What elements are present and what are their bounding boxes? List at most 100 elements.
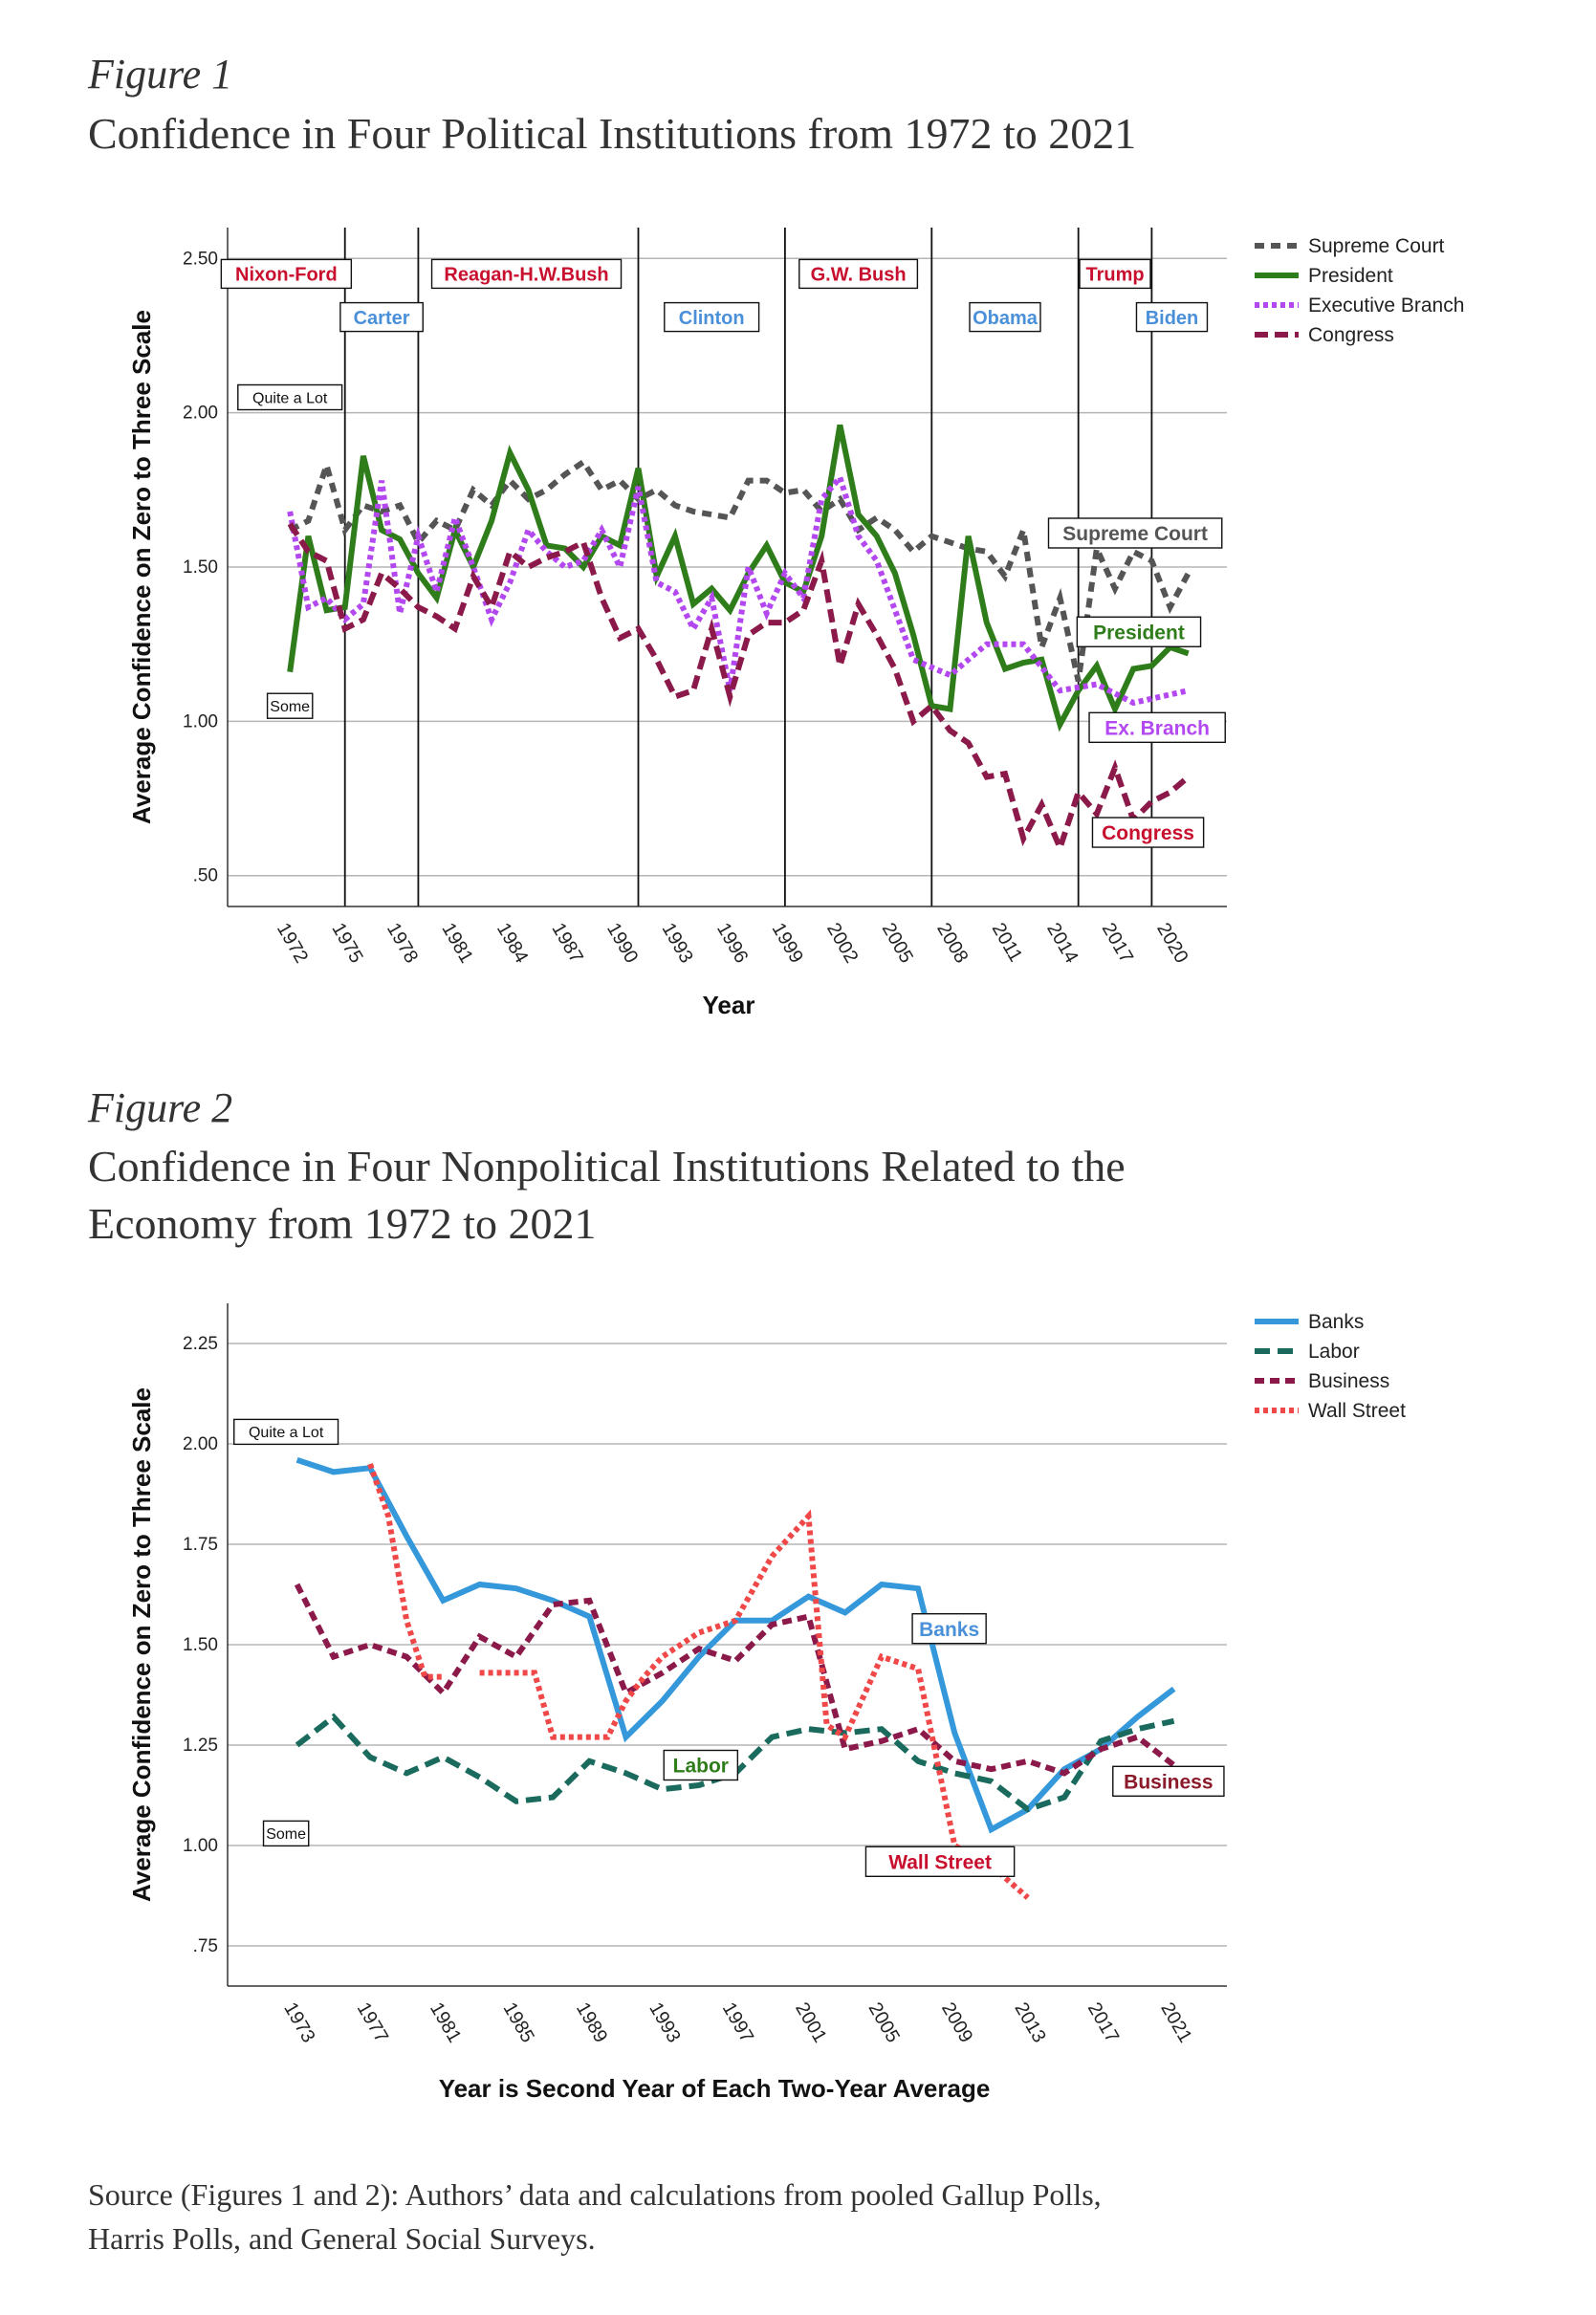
scale-annotation: Quite a Lot <box>252 390 328 406</box>
x-tick-label: 1990 <box>602 920 642 968</box>
scale-annotation: Some <box>270 699 310 715</box>
x-tick-label: 1981 <box>437 920 476 968</box>
series-label-box <box>1076 616 1202 647</box>
y-tick-label: .75 <box>193 1936 218 1956</box>
scale-annotation-box <box>262 1820 310 1847</box>
x-tick-label: 1981 <box>426 1999 465 2047</box>
x-tick-label: 1977 <box>353 1999 392 2047</box>
x-tick-label: 1972 <box>273 920 312 968</box>
era-label: Obama <box>973 308 1038 329</box>
y-tick-label: .50 <box>193 866 218 886</box>
figure1-chart: .50 1.00 1.50 2.00 2.50 1972 1975 1978 1981 1984 1… <box>127 228 1464 1019</box>
scale-annotation-box <box>233 1418 339 1446</box>
x-tick-label: 2020 <box>1152 920 1192 968</box>
era-label-box <box>430 258 623 290</box>
era-label: Clinton <box>679 308 745 329</box>
x-tick-label: 1975 <box>327 920 366 968</box>
series-label: Labor <box>673 1756 729 1778</box>
x-tick-label: 2017 <box>1098 920 1137 968</box>
era-label-box <box>1135 301 1209 333</box>
series-label-box <box>1112 1765 1225 1797</box>
legend-label: Supreme Court <box>1308 235 1445 257</box>
figure2-label: Figure 2 <box>88 1084 233 1131</box>
series-line-executive-branch <box>287 471 1190 707</box>
legend-label: Executive Branch <box>1308 295 1464 317</box>
series-label-box <box>1047 517 1223 549</box>
y-axis-title: Average Confidence on Zero to Three Scal… <box>127 310 156 824</box>
x-tick-label: 2017 <box>1083 1999 1123 2047</box>
x-tick-label: 1993 <box>645 1999 684 2047</box>
x-tick-label: 1999 <box>768 920 807 968</box>
y-tick-label: 1.00 <box>183 711 218 732</box>
series-line-wall-street <box>367 1463 1030 1900</box>
era-label: Carter <box>354 308 410 329</box>
y-tick-label: 1.50 <box>183 1635 218 1655</box>
x-axis-title: Year <box>703 991 755 1019</box>
y-tick-label: 1.50 <box>183 557 218 578</box>
x-tick-label: 2009 <box>937 1999 976 2047</box>
legend-label: President <box>1308 265 1393 287</box>
series-line-congress <box>287 522 1191 857</box>
y-tick-label: 1.25 <box>183 1736 218 1756</box>
era-label: Biden <box>1146 308 1199 329</box>
x-tick-label: 1989 <box>572 1999 611 2047</box>
era-label-box <box>798 258 919 290</box>
series-label-box <box>911 1613 987 1645</box>
figure2-title-line2: Economy from 1972 to 2021 <box>88 1199 597 1248</box>
x-tick-label: 2011 <box>988 920 1027 966</box>
series-line-president <box>287 424 1190 732</box>
x-tick-label: 2021 <box>1156 1999 1195 2047</box>
x-tick-label: 1978 <box>383 920 422 968</box>
era-label-box <box>220 258 353 290</box>
series-label-box <box>864 1845 1016 1877</box>
series-label-box <box>1088 711 1226 744</box>
figure2-title: Confidence in Four Nonpolitical Institut… <box>88 1138 1126 1253</box>
y-tick-label: 2.25 <box>183 1334 218 1354</box>
era-label: G.W. Bush <box>811 265 907 286</box>
series-label: President <box>1093 622 1185 644</box>
scale-annotation: Some <box>266 1826 306 1843</box>
x-tick-label: 2013 <box>1010 1999 1049 2047</box>
scale-annotation: Quite a Lot <box>249 1425 324 1441</box>
series-label: Wall Street <box>888 1851 992 1873</box>
x-tick-label: 1984 <box>492 920 532 968</box>
series-label: Congress <box>1102 822 1194 844</box>
x-tick-label: 2001 <box>791 1999 830 2047</box>
x-tick-label: 1987 <box>547 920 586 968</box>
era-label-box <box>664 301 760 333</box>
scale-annotation-box <box>237 383 343 411</box>
legend-label: Congress <box>1308 324 1394 346</box>
figure2-title-line1: Confidence in Four Nonpolitical Institut… <box>88 1142 1126 1190</box>
x-tick-label: 2008 <box>932 920 972 968</box>
era-label-box <box>1079 258 1151 290</box>
legend-label: Wall Street <box>1308 1400 1406 1422</box>
legend-label: Business <box>1308 1370 1389 1392</box>
x-tick-label: 2005 <box>864 1999 904 2047</box>
y-tick-label: 1.00 <box>183 1836 218 1856</box>
era-label-box <box>339 301 424 333</box>
x-tick-label: 1993 <box>658 920 697 968</box>
era-label: Trump <box>1085 265 1144 286</box>
figure1-label: Figure 1 <box>88 51 233 98</box>
figure2-chart: .75 1.00 1.25 1.50 1.75 2.00 2.25 1973 1977 1981 1… <box>127 1303 1406 2103</box>
x-tick-label: 1996 <box>712 920 752 968</box>
era-label-box <box>969 301 1041 333</box>
legend-label: Labor <box>1308 1341 1360 1363</box>
series-label: Banks <box>919 1619 979 1641</box>
series-label-box <box>1091 817 1205 848</box>
legend-label: Banks <box>1308 1311 1364 1333</box>
y-tick-label: 2.50 <box>183 249 218 269</box>
y-tick-label: 2.00 <box>183 404 218 424</box>
source-line2: Harris Polls, and General Social Surveys… <box>88 2221 596 2256</box>
x-tick-label: 2002 <box>822 920 862 968</box>
x-tick-label: 1997 <box>718 1999 757 2047</box>
series-line-supreme-court <box>288 455 1192 683</box>
y-tick-label: 2.00 <box>183 1434 218 1454</box>
x-tick-label: 2014 <box>1042 920 1082 968</box>
x-axis-title: Year is Second Year of Each Two-Year Ave… <box>439 2074 991 2103</box>
source-note: Source (Figures 1 and 2): Authors’ data … <box>88 2173 1522 2260</box>
figure1-title: Confidence in Four Political Institution… <box>88 109 1137 158</box>
x-tick-label: 1973 <box>279 1999 318 2047</box>
y-axis-title: Average Confidence on Zero to Three Scal… <box>127 1387 156 1902</box>
x-tick-label: 2005 <box>878 920 917 968</box>
